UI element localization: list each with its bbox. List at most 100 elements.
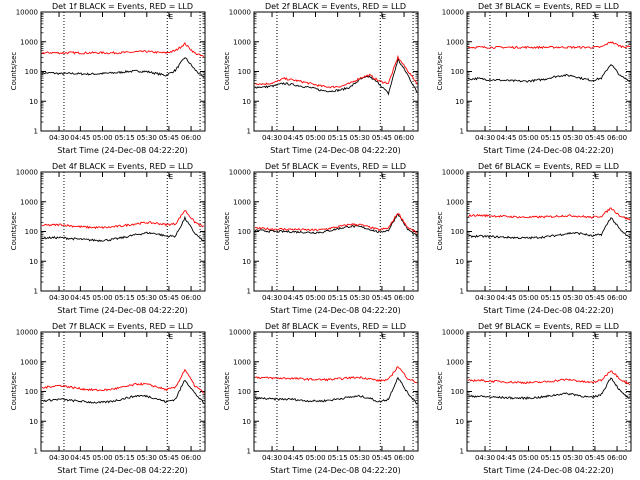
det-8f-chart: 1 10 100 1000 10000 04:30 04:45 05:00 05:15 05:30… bbox=[229, 329, 419, 462]
events-series-line bbox=[254, 58, 418, 96]
det-7f-panel: Det 7f BLACK = Events, RED = LLD Counts/… bbox=[0, 320, 213, 480]
y-tick-label: 1 bbox=[34, 288, 38, 296]
events-series-line bbox=[467, 217, 631, 240]
x-tick-label: 05:15 bbox=[328, 134, 348, 142]
y-tick-label: 10000 bbox=[16, 329, 38, 337]
x-axis-label: Start Time (24-Dec-08 04:22:20) bbox=[483, 146, 614, 155]
det-1f-chart: 1 10 100 1000 10000 04:30 04:45 05:00 05:15 05:30… bbox=[16, 9, 206, 142]
x-axis-label: Start Time (24-Dec-08 04:22:20) bbox=[270, 146, 401, 155]
event-marker-label: E bbox=[169, 173, 173, 181]
det-3f-panel: Det 3f BLACK = Events, RED = LLD Counts/… bbox=[426, 0, 639, 160]
y-tick-label: 100 bbox=[451, 228, 464, 236]
y-tick-label: 1000 bbox=[446, 358, 464, 366]
x-tick-label: 06:00 bbox=[181, 454, 201, 462]
y-tick-label: 100 bbox=[25, 388, 38, 396]
chart-title: Det 1f BLACK = Events, RED = LLD bbox=[51, 2, 194, 11]
x-axis-label: Start Time (24-Dec-08 04:22:20) bbox=[270, 306, 401, 315]
events-series-line bbox=[41, 379, 205, 405]
y-tick-label: 1000 bbox=[20, 358, 38, 366]
y-tick-label: 100 bbox=[238, 388, 251, 396]
x-axis-label: Start Time (24-Dec-08 04:22:20) bbox=[270, 466, 401, 475]
x-tick-label: 05:00 bbox=[92, 294, 112, 302]
lld-series-line bbox=[41, 210, 205, 230]
events-series-line bbox=[41, 215, 205, 243]
event-marker-label: E bbox=[382, 13, 386, 21]
y-tick-label: 10 bbox=[242, 418, 251, 426]
det-6f-chart: 1 10 100 1000 10000 04:30 04:45 05:00 05:15 05:30… bbox=[442, 169, 632, 302]
plot-frame bbox=[40, 171, 206, 292]
y-tick-label: 100 bbox=[25, 68, 38, 76]
x-tick-label: 06:00 bbox=[394, 294, 414, 302]
x-tick-label: 05:00 bbox=[92, 454, 112, 462]
x-tick-label: 05:45 bbox=[159, 294, 179, 302]
plot-frame bbox=[40, 11, 206, 132]
events-series-line bbox=[41, 57, 205, 78]
x-tick-label: 05:00 bbox=[518, 454, 538, 462]
x-axis-label: Start Time (24-Dec-08 04:22:20) bbox=[57, 466, 188, 475]
y-tick-label: 1000 bbox=[233, 198, 251, 206]
y-tick-label: 10 bbox=[455, 258, 464, 266]
lld-series-line bbox=[41, 368, 205, 394]
x-tick-label: 04:45 bbox=[70, 134, 90, 142]
x-tick-label: 04:30 bbox=[262, 294, 282, 302]
det-6f-panel: Det 6f BLACK = Events, RED = LLD Counts/… bbox=[426, 160, 639, 320]
y-tick-label: 1 bbox=[34, 128, 38, 136]
x-tick-label: 06:00 bbox=[607, 454, 627, 462]
chart-title: Det 3f BLACK = Events, RED = LLD bbox=[477, 2, 620, 11]
y-tick-label: 10000 bbox=[16, 169, 38, 177]
y-tick-label: 1 bbox=[460, 288, 464, 296]
plot-frame bbox=[253, 171, 419, 292]
chart-title: Det 8f BLACK = Events, RED = LLD bbox=[264, 322, 407, 331]
chart-title: Det 5f BLACK = Events, RED = LLD bbox=[264, 162, 407, 171]
x-tick-label: 05:45 bbox=[372, 134, 392, 142]
event-marker-label: E bbox=[382, 173, 386, 181]
y-tick-label: 1 bbox=[460, 128, 464, 136]
x-tick-label: 06:00 bbox=[394, 454, 414, 462]
x-axis-label: Start Time (24-Dec-08 04:22:20) bbox=[57, 306, 188, 315]
y-tick-label: 10 bbox=[29, 418, 38, 426]
y-tick-label: 1000 bbox=[20, 198, 38, 206]
det-4f-panel: Det 4f BLACK = Events, RED = LLD Counts/… bbox=[0, 160, 213, 320]
y-tick-label: 1 bbox=[34, 448, 38, 456]
x-tick-label: 05:00 bbox=[92, 134, 112, 142]
x-tick-label: 05:30 bbox=[563, 454, 583, 462]
x-tick-label: 04:30 bbox=[475, 134, 495, 142]
plot-frame bbox=[466, 171, 632, 292]
x-tick-label: 05:30 bbox=[137, 294, 157, 302]
plot-frame bbox=[253, 331, 419, 452]
x-tick-label: 05:30 bbox=[350, 454, 370, 462]
events-series-line bbox=[255, 376, 418, 405]
y-tick-label: 10000 bbox=[229, 9, 251, 17]
x-tick-label: 04:30 bbox=[262, 134, 282, 142]
y-tick-label: 1000 bbox=[233, 38, 251, 46]
events-series-line bbox=[467, 377, 631, 401]
x-tick-label: 05:15 bbox=[115, 454, 135, 462]
lld-series-line bbox=[467, 370, 631, 386]
y-tick-label: 10 bbox=[242, 258, 251, 266]
x-tick-label: 05:00 bbox=[305, 294, 325, 302]
x-tick-label: 04:45 bbox=[283, 454, 303, 462]
x-tick-label: 04:45 bbox=[70, 294, 90, 302]
x-tick-label: 05:30 bbox=[137, 454, 157, 462]
det-2f-panel: Det 2f BLACK = Events, RED = LLD Counts/… bbox=[213, 0, 426, 160]
x-tick-label: 05:30 bbox=[350, 134, 370, 142]
y-tick-label: 10000 bbox=[442, 329, 464, 337]
lld-series-line bbox=[254, 54, 418, 89]
y-tick-label: 10000 bbox=[442, 9, 464, 17]
chart-title: Det 9f BLACK = Events, RED = LLD bbox=[477, 322, 620, 331]
y-tick-label: 1 bbox=[247, 288, 251, 296]
y-tick-label: 10000 bbox=[442, 169, 464, 177]
x-tick-label: 05:30 bbox=[137, 134, 157, 142]
det-8f-panel: Det 8f BLACK = Events, RED = LLD Counts/… bbox=[213, 320, 426, 480]
x-tick-label: 05:45 bbox=[585, 294, 605, 302]
x-tick-label: 05:00 bbox=[518, 294, 538, 302]
chart-title: Det 2f BLACK = Events, RED = LLD bbox=[264, 2, 407, 11]
event-marker-label: E bbox=[595, 173, 599, 181]
y-tick-label: 10 bbox=[242, 98, 251, 106]
y-tick-label: 1000 bbox=[233, 358, 251, 366]
y-tick-label: 100 bbox=[238, 68, 251, 76]
det-5f-panel: Det 5f BLACK = Events, RED = LLD Counts/… bbox=[213, 160, 426, 320]
det-7f-chart: 1 10 100 1000 10000 04:30 04:45 05:00 05:15 05:30… bbox=[16, 329, 206, 462]
x-tick-label: 05:00 bbox=[518, 134, 538, 142]
